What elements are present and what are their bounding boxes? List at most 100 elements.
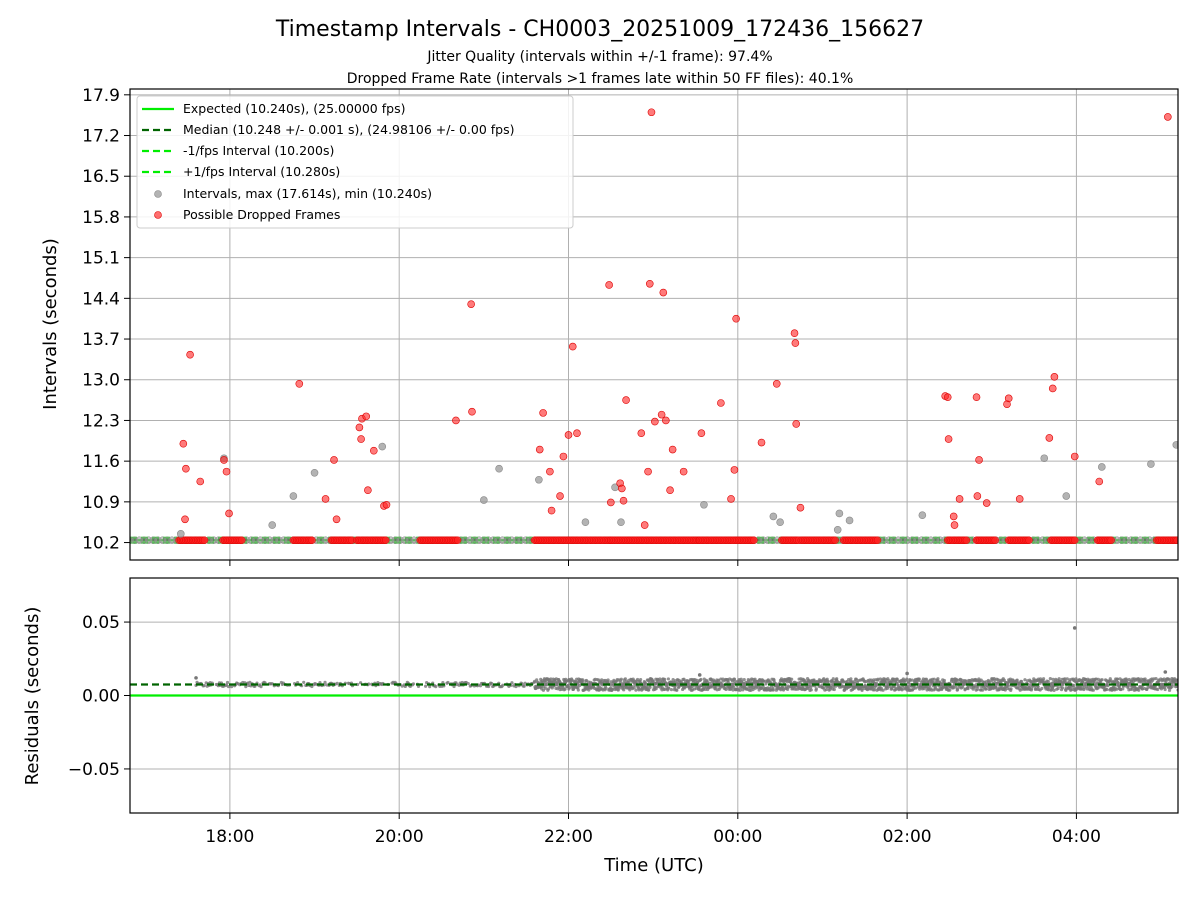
dropped-point — [873, 536, 882, 544]
legend-label-median: Median (10.248 +/- 0.001 s), (24.98106 +… — [183, 122, 514, 137]
dropped-point — [640, 521, 649, 529]
residual-point — [724, 687, 728, 692]
residual-point — [948, 688, 952, 692]
residual-point — [675, 688, 679, 692]
residual-point — [1023, 678, 1027, 682]
interval-point — [1172, 441, 1178, 449]
dropped-point — [944, 435, 953, 443]
residual-point — [1081, 680, 1085, 685]
residual-point — [738, 688, 742, 692]
intervals-plot: 10.2 10.9 11.6 12.3 13.0 13.7 14.4 15.1 15.8 16.5… — [40, 86, 1179, 566]
residual-point — [1019, 679, 1024, 684]
residual-point — [634, 688, 638, 692]
dropped-point — [618, 484, 626, 493]
interval-point — [581, 518, 590, 527]
residual-point — [576, 688, 580, 692]
dropped-point — [220, 456, 228, 464]
legend-marker-intervals — [154, 190, 162, 198]
dropped-point — [1070, 452, 1079, 461]
interval-point — [700, 500, 708, 509]
dropped-point — [796, 503, 805, 512]
intervals-y-tick-label: 10.9 — [82, 493, 120, 513]
intervals-y-tick-label: 13.7 — [82, 330, 120, 350]
residual-point — [753, 677, 757, 681]
residual-point — [323, 680, 327, 684]
dropped-point — [727, 495, 735, 503]
residual-point — [1083, 677, 1088, 681]
dropped-point — [732, 314, 740, 323]
dropped-point — [962, 536, 971, 544]
residual-point — [647, 688, 651, 692]
dropped-point — [222, 467, 231, 476]
dropped-point — [668, 445, 677, 454]
interval-point — [268, 521, 277, 529]
residual-point — [1056, 686, 1060, 691]
residual-point — [546, 687, 551, 691]
residual-point — [244, 685, 248, 689]
residual-point — [1060, 686, 1065, 690]
residual-point — [942, 678, 946, 683]
residual-point — [910, 678, 914, 682]
intervals-y-tick-label: 14.4 — [82, 289, 120, 309]
residual-point — [1006, 684, 1010, 688]
residual-point — [975, 687, 980, 692]
dropped-point — [644, 467, 652, 476]
residuals-y-tick-label: 0.05 — [82, 613, 120, 633]
residual-point — [1057, 677, 1061, 681]
dropped-point — [792, 420, 801, 428]
residual-point — [581, 678, 585, 682]
residual-point — [604, 686, 608, 690]
residual-point — [872, 688, 876, 692]
dropped-point — [568, 342, 577, 351]
dropped-point — [1107, 536, 1115, 544]
dropped-point — [679, 467, 688, 476]
residuals-x-tick-label: 00:00 — [713, 827, 762, 847]
residual-point — [742, 677, 746, 682]
residual-point — [669, 688, 674, 692]
residual-point — [914, 686, 918, 690]
dropped-point — [1164, 113, 1172, 121]
dropped-point — [1070, 536, 1079, 544]
dropped-point — [364, 486, 372, 495]
dropped-point — [357, 435, 365, 443]
residual-point — [895, 677, 899, 682]
dropped-point — [539, 409, 547, 417]
residuals-x-tick-label: 22:00 — [544, 827, 593, 847]
legend-marker-dropped — [154, 211, 162, 219]
residual-point — [814, 687, 818, 691]
residual-point — [1009, 687, 1013, 691]
residuals-x-ticks: 18:00 20:00 22:00 00:00 02:00 04:00 — [205, 813, 1101, 847]
residual-point — [905, 677, 909, 681]
residual-point — [302, 680, 306, 684]
residual-point — [933, 685, 938, 689]
residual-point — [832, 687, 836, 692]
residuals-x-label: Time (UTC) — [603, 855, 704, 876]
residual-point — [1017, 684, 1021, 688]
residual-point — [806, 686, 810, 690]
residual-point — [809, 688, 813, 692]
residual-point — [1100, 678, 1104, 682]
residual-point — [310, 684, 314, 689]
residuals-x-tick-label: 04:00 — [1052, 827, 1101, 847]
residual-point — [623, 677, 627, 681]
legend-label-minus1: -1/fps Interval (10.200s) — [183, 143, 334, 158]
legend-label-plus1: +1/fps Interval (10.280s) — [183, 164, 340, 179]
residual-point — [434, 685, 438, 689]
interval-point — [776, 518, 784, 527]
dropped-point — [556, 492, 564, 500]
residual-point — [955, 687, 960, 691]
residual-point — [622, 688, 626, 692]
dropped-point — [973, 492, 982, 500]
residual-point — [726, 680, 730, 685]
residual-point — [648, 685, 652, 690]
residual-point — [1064, 688, 1068, 692]
residual-point — [841, 680, 846, 684]
dropped-point — [381, 536, 390, 544]
interval-point — [1098, 463, 1106, 471]
residual-point — [446, 680, 450, 685]
dropped-point — [179, 439, 188, 448]
residual-point — [202, 684, 206, 688]
dropped-point — [573, 429, 581, 438]
residual-point — [466, 681, 470, 686]
residual-point — [619, 677, 623, 681]
